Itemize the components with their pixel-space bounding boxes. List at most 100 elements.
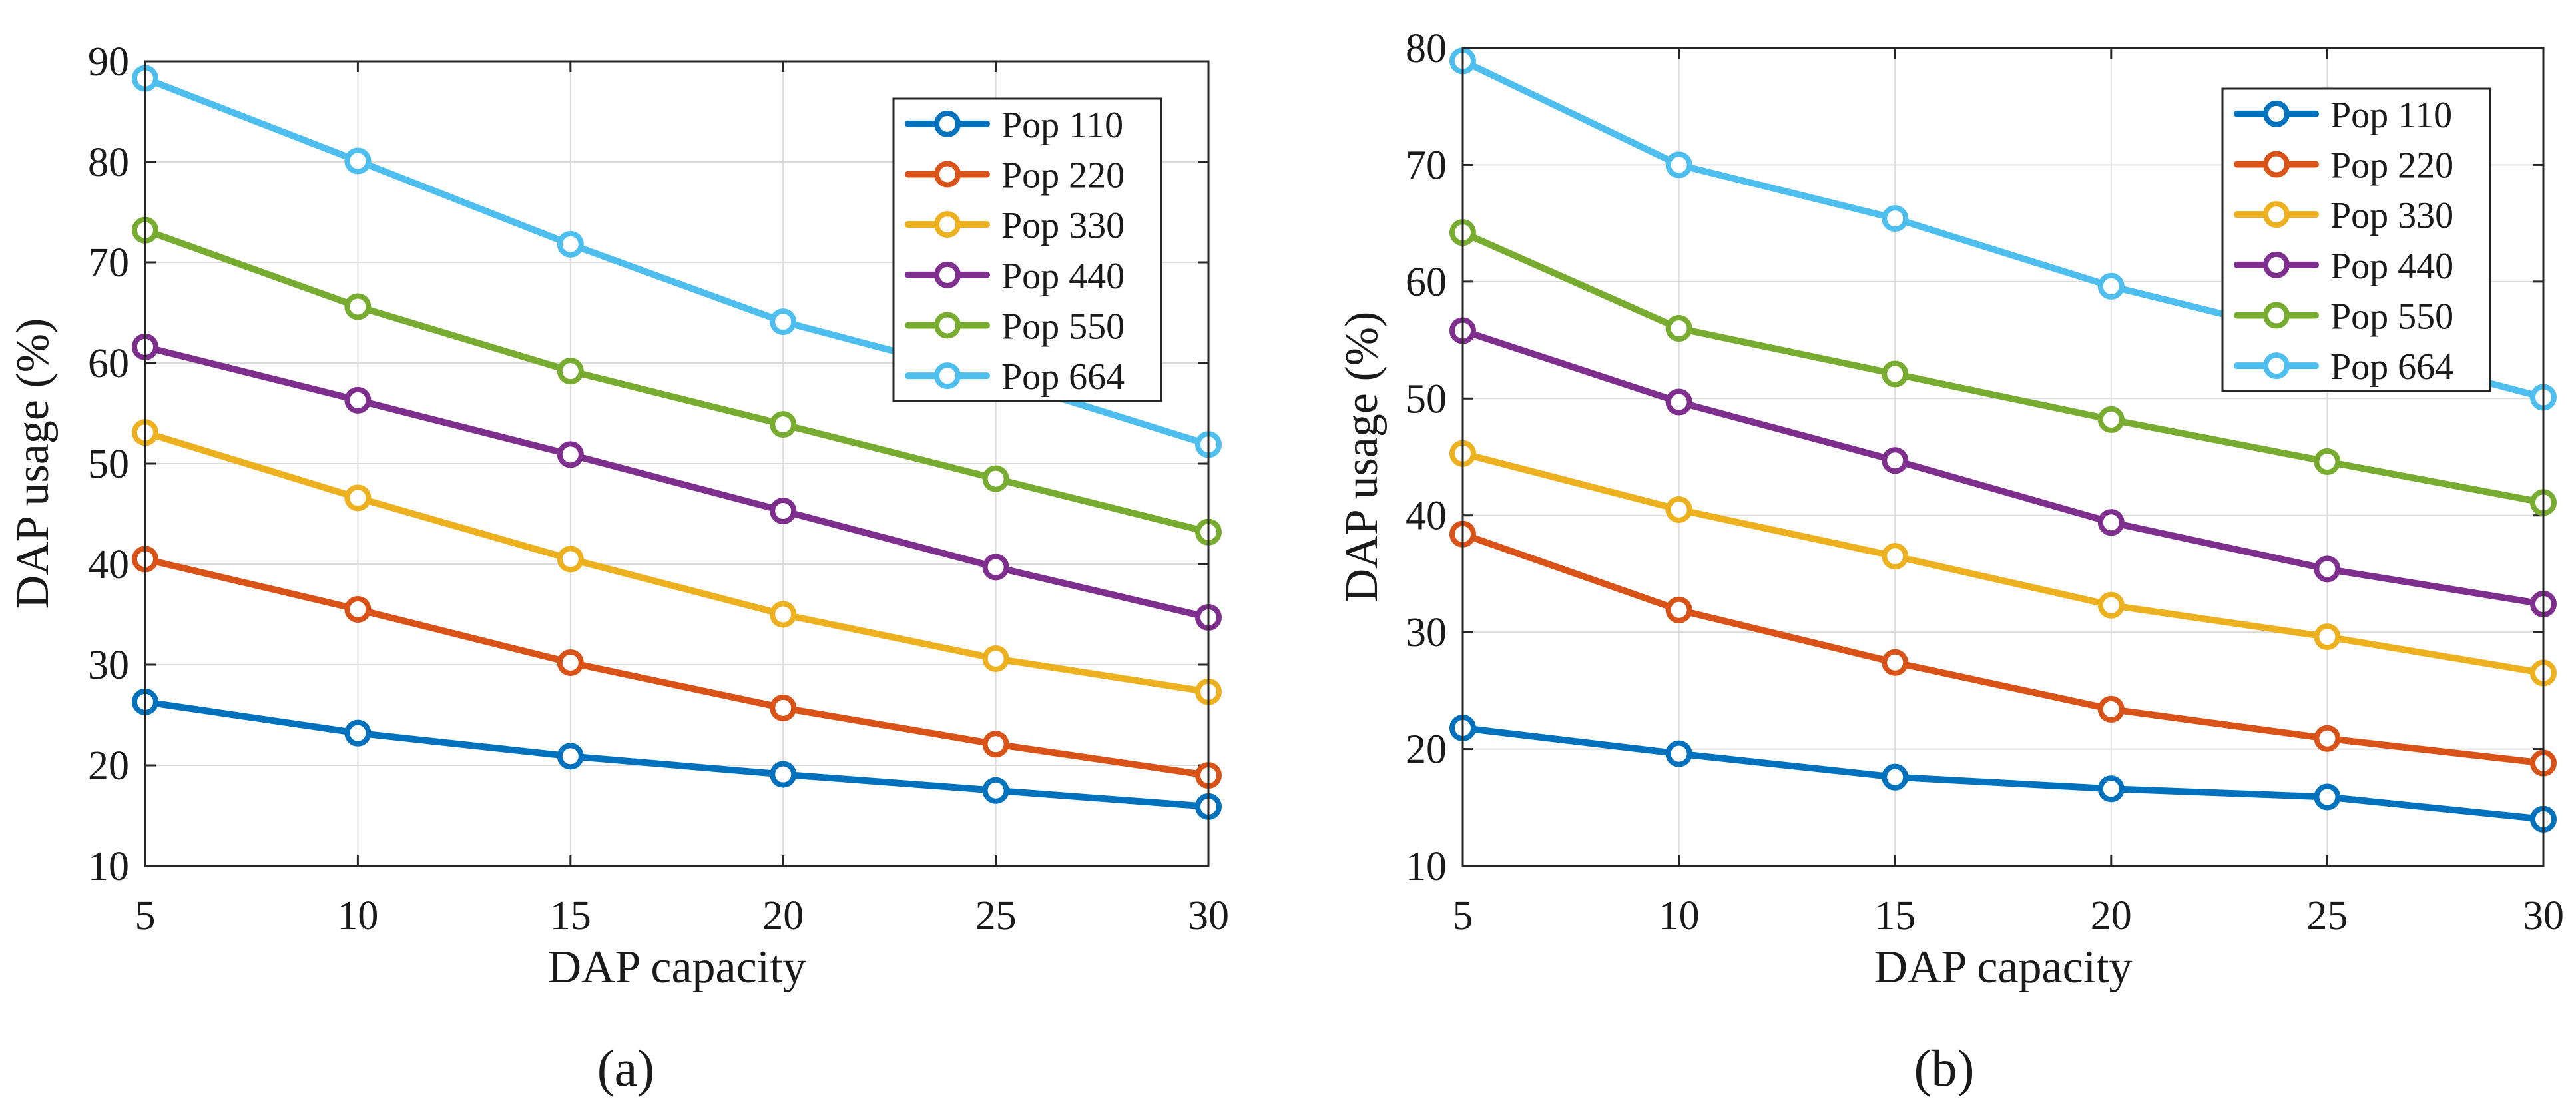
data-point <box>2097 272 2125 300</box>
data-point <box>557 743 584 770</box>
series-line <box>1459 327 2547 608</box>
data-point <box>1665 496 1692 523</box>
data-point <box>1882 205 1909 232</box>
panel-b-caption: (b) <box>1914 1039 1975 1097</box>
data-point <box>557 441 584 468</box>
data-point <box>1665 596 1692 623</box>
data-point <box>2097 775 2125 803</box>
data-point <box>344 484 372 512</box>
legend-marker <box>934 211 961 238</box>
y-tick-label: 30 <box>88 643 129 688</box>
data-point <box>770 308 797 336</box>
x-tick-label: 10 <box>337 893 378 938</box>
data-point <box>982 645 1009 672</box>
data-point <box>344 293 372 320</box>
legend-marker <box>2263 201 2290 228</box>
data-point <box>1665 151 1692 179</box>
y-tick-label: 70 <box>88 240 129 286</box>
data-point <box>1882 649 1909 676</box>
legend-label: Pop 110 <box>2330 95 2452 136</box>
legend-marker <box>2263 251 2290 278</box>
data-point <box>557 230 584 258</box>
data-point <box>770 411 797 438</box>
y-tick-label: 30 <box>1406 610 1447 655</box>
y-tick-label: 70 <box>1406 143 1447 188</box>
data-point <box>2097 591 2125 619</box>
x-tick-label: 15 <box>1874 893 1916 938</box>
data-point <box>2097 406 2125 433</box>
x-tick-label: 15 <box>550 893 591 938</box>
legend-marker <box>934 362 961 390</box>
data-point <box>2097 509 2125 536</box>
legend-label: Pop 110 <box>1001 105 1123 146</box>
data-point <box>982 777 1009 804</box>
data-point <box>557 649 584 676</box>
data-point <box>770 601 797 628</box>
x-tick-label: 20 <box>2091 893 2132 938</box>
y-tick-label: 10 <box>1406 844 1447 889</box>
series-line <box>1459 229 2547 506</box>
data-point <box>982 554 1009 581</box>
legend-marker <box>2263 352 2290 380</box>
series-line <box>1459 530 2547 767</box>
data-point <box>344 719 372 747</box>
legend-marker <box>934 161 961 188</box>
x-tick-label: 10 <box>1659 893 1700 938</box>
legend-box <box>892 97 1162 402</box>
y-tick-label: 40 <box>1406 494 1447 539</box>
legend-label: Pop 664 <box>1001 356 1125 398</box>
y-tick-label: 90 <box>88 39 129 85</box>
data-point <box>770 694 797 721</box>
legend-label: Pop 440 <box>1001 256 1125 297</box>
data-point <box>1882 543 1909 570</box>
data-point <box>1882 360 1909 388</box>
y-tick-label: 60 <box>88 341 129 386</box>
series-line <box>142 555 1212 779</box>
legend-marker <box>2263 302 2290 329</box>
panel-a-caption: (a) <box>597 1039 655 1097</box>
data-point <box>557 546 584 573</box>
x-axis-label: DAP capacity <box>547 942 806 993</box>
x-tick-label: 25 <box>975 893 1017 938</box>
x-tick-label: 30 <box>2523 893 2564 938</box>
x-tick-label: 5 <box>1453 893 1473 938</box>
data-point <box>2314 623 2341 651</box>
data-point <box>344 595 372 623</box>
y-tick-label: 20 <box>1406 727 1447 773</box>
data-point <box>344 147 372 175</box>
x-tick-label: 5 <box>135 893 156 938</box>
data-point <box>2314 555 2341 583</box>
series-line <box>1459 450 2547 677</box>
series-line <box>142 226 1212 536</box>
data-point <box>1882 447 1909 474</box>
legend-marker <box>2263 100 2290 127</box>
data-point <box>770 761 797 788</box>
legend-marker <box>934 261 961 288</box>
x-tick-label: 20 <box>762 893 804 938</box>
y-axis-label: DAP usage (%) <box>1336 312 1388 603</box>
legend-box <box>2221 87 2491 392</box>
series-line <box>142 698 1212 810</box>
legend-label: Pop 220 <box>1001 155 1125 196</box>
y-tick-label: 80 <box>1406 26 1447 71</box>
data-point <box>1665 315 1692 342</box>
y-tick-label: 10 <box>88 844 129 889</box>
data-point <box>770 497 797 524</box>
data-point <box>2314 783 2341 811</box>
y-tick-label: 20 <box>88 743 129 789</box>
data-point <box>1882 763 1909 791</box>
y-tick-label: 50 <box>1406 376 1447 422</box>
axes-box <box>144 60 1210 867</box>
data-point <box>982 465 1009 492</box>
series-line <box>142 343 1212 621</box>
y-tick-label: 50 <box>88 442 129 487</box>
series-line <box>1459 724 2547 823</box>
y-tick-label: 80 <box>88 140 129 185</box>
legend-label: Pop 330 <box>1001 205 1125 246</box>
legend-label: Pop 550 <box>2330 296 2453 338</box>
data-point <box>1665 388 1692 416</box>
y-axis-label: DAP usage (%) <box>7 318 59 609</box>
x-tick-label: 30 <box>1188 893 1229 938</box>
